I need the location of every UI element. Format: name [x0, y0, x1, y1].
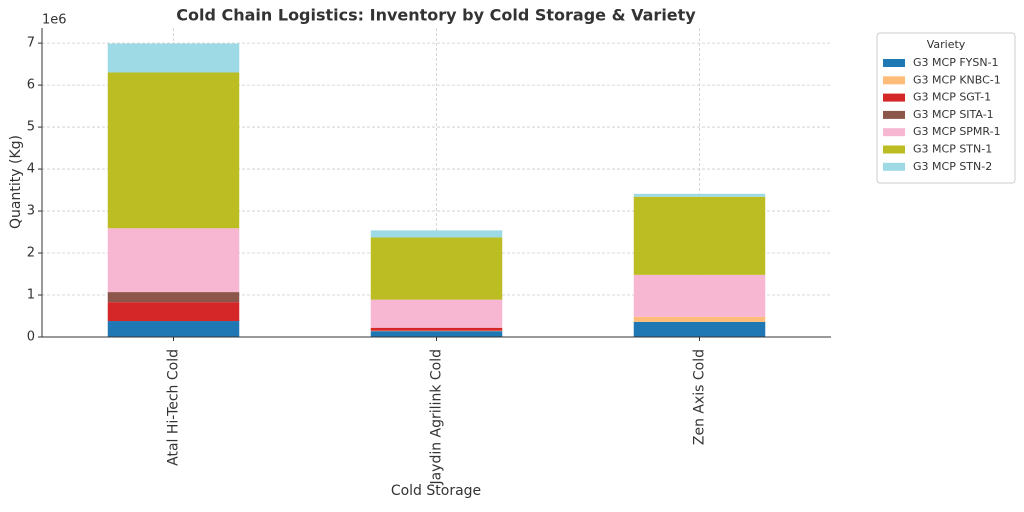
- legend-swatch: [883, 146, 905, 154]
- bar-segment: [371, 230, 503, 237]
- bar-segment: [108, 321, 240, 337]
- legend-swatch: [883, 76, 905, 84]
- legend-label: G3 MCP FYSN-1: [913, 56, 999, 69]
- bar-segment: [108, 292, 240, 302]
- y-tick-label: 6: [27, 78, 35, 93]
- y-offset-label: 1e6: [42, 13, 67, 28]
- bar-segment: [634, 275, 766, 317]
- bar-segment: [108, 302, 240, 321]
- bar-segment: [371, 331, 503, 337]
- legend-swatch: [883, 94, 905, 102]
- bar-segment: [634, 194, 766, 197]
- legend-label: G3 MCP SGT-1: [913, 91, 991, 104]
- legend-swatch: [883, 59, 905, 67]
- legend-label: G3 MCP STN-1: [913, 143, 992, 156]
- y-tick-label: 0: [27, 330, 35, 345]
- legend-swatch: [883, 111, 905, 119]
- bar-segment: [108, 44, 240, 73]
- bar-segment: [108, 73, 240, 229]
- y-tick-label: 1: [27, 288, 35, 303]
- legend-label: G3 MCP KNBC-1: [913, 73, 1001, 86]
- y-tick-label: 4: [27, 162, 35, 177]
- legend-swatch: [883, 163, 905, 171]
- legend: Variety G3 MCP FYSN-1 G3 MCP KNBC-1 G3 MCP…: [877, 33, 1015, 183]
- y-tick-label: 5: [27, 120, 35, 135]
- legend-swatch: [883, 128, 905, 136]
- bar-segment: [634, 317, 766, 322]
- bar-segment: [371, 300, 503, 328]
- y-tick-label: 2: [27, 246, 35, 261]
- bar-segment: [371, 237, 503, 299]
- x-tick-label: Atal Hi-Tech Cold: [166, 349, 182, 466]
- x-tick-label: Zen Axis Cold: [692, 349, 708, 445]
- bar-segment: [634, 197, 766, 275]
- x-tick-label: Jaydin Agrilink Cold: [429, 349, 445, 486]
- y-axis-label: Quantity (Kg): [8, 135, 24, 229]
- bar-segment: [108, 228, 240, 292]
- legend-label: G3 MCP SITA-1: [913, 108, 994, 121]
- chart-title: Cold Chain Logistics: Inventory by Cold …: [176, 6, 696, 25]
- y-tick-label: 3: [27, 204, 35, 219]
- bar-segment: [634, 322, 766, 337]
- legend-label: G3 MCP SPMR-1: [913, 125, 1001, 138]
- legend-label: G3 MCP STN-2: [913, 160, 992, 173]
- y-tick-label: 7: [27, 36, 35, 51]
- legend-title: Variety: [927, 38, 966, 51]
- bar-segment: [371, 328, 503, 331]
